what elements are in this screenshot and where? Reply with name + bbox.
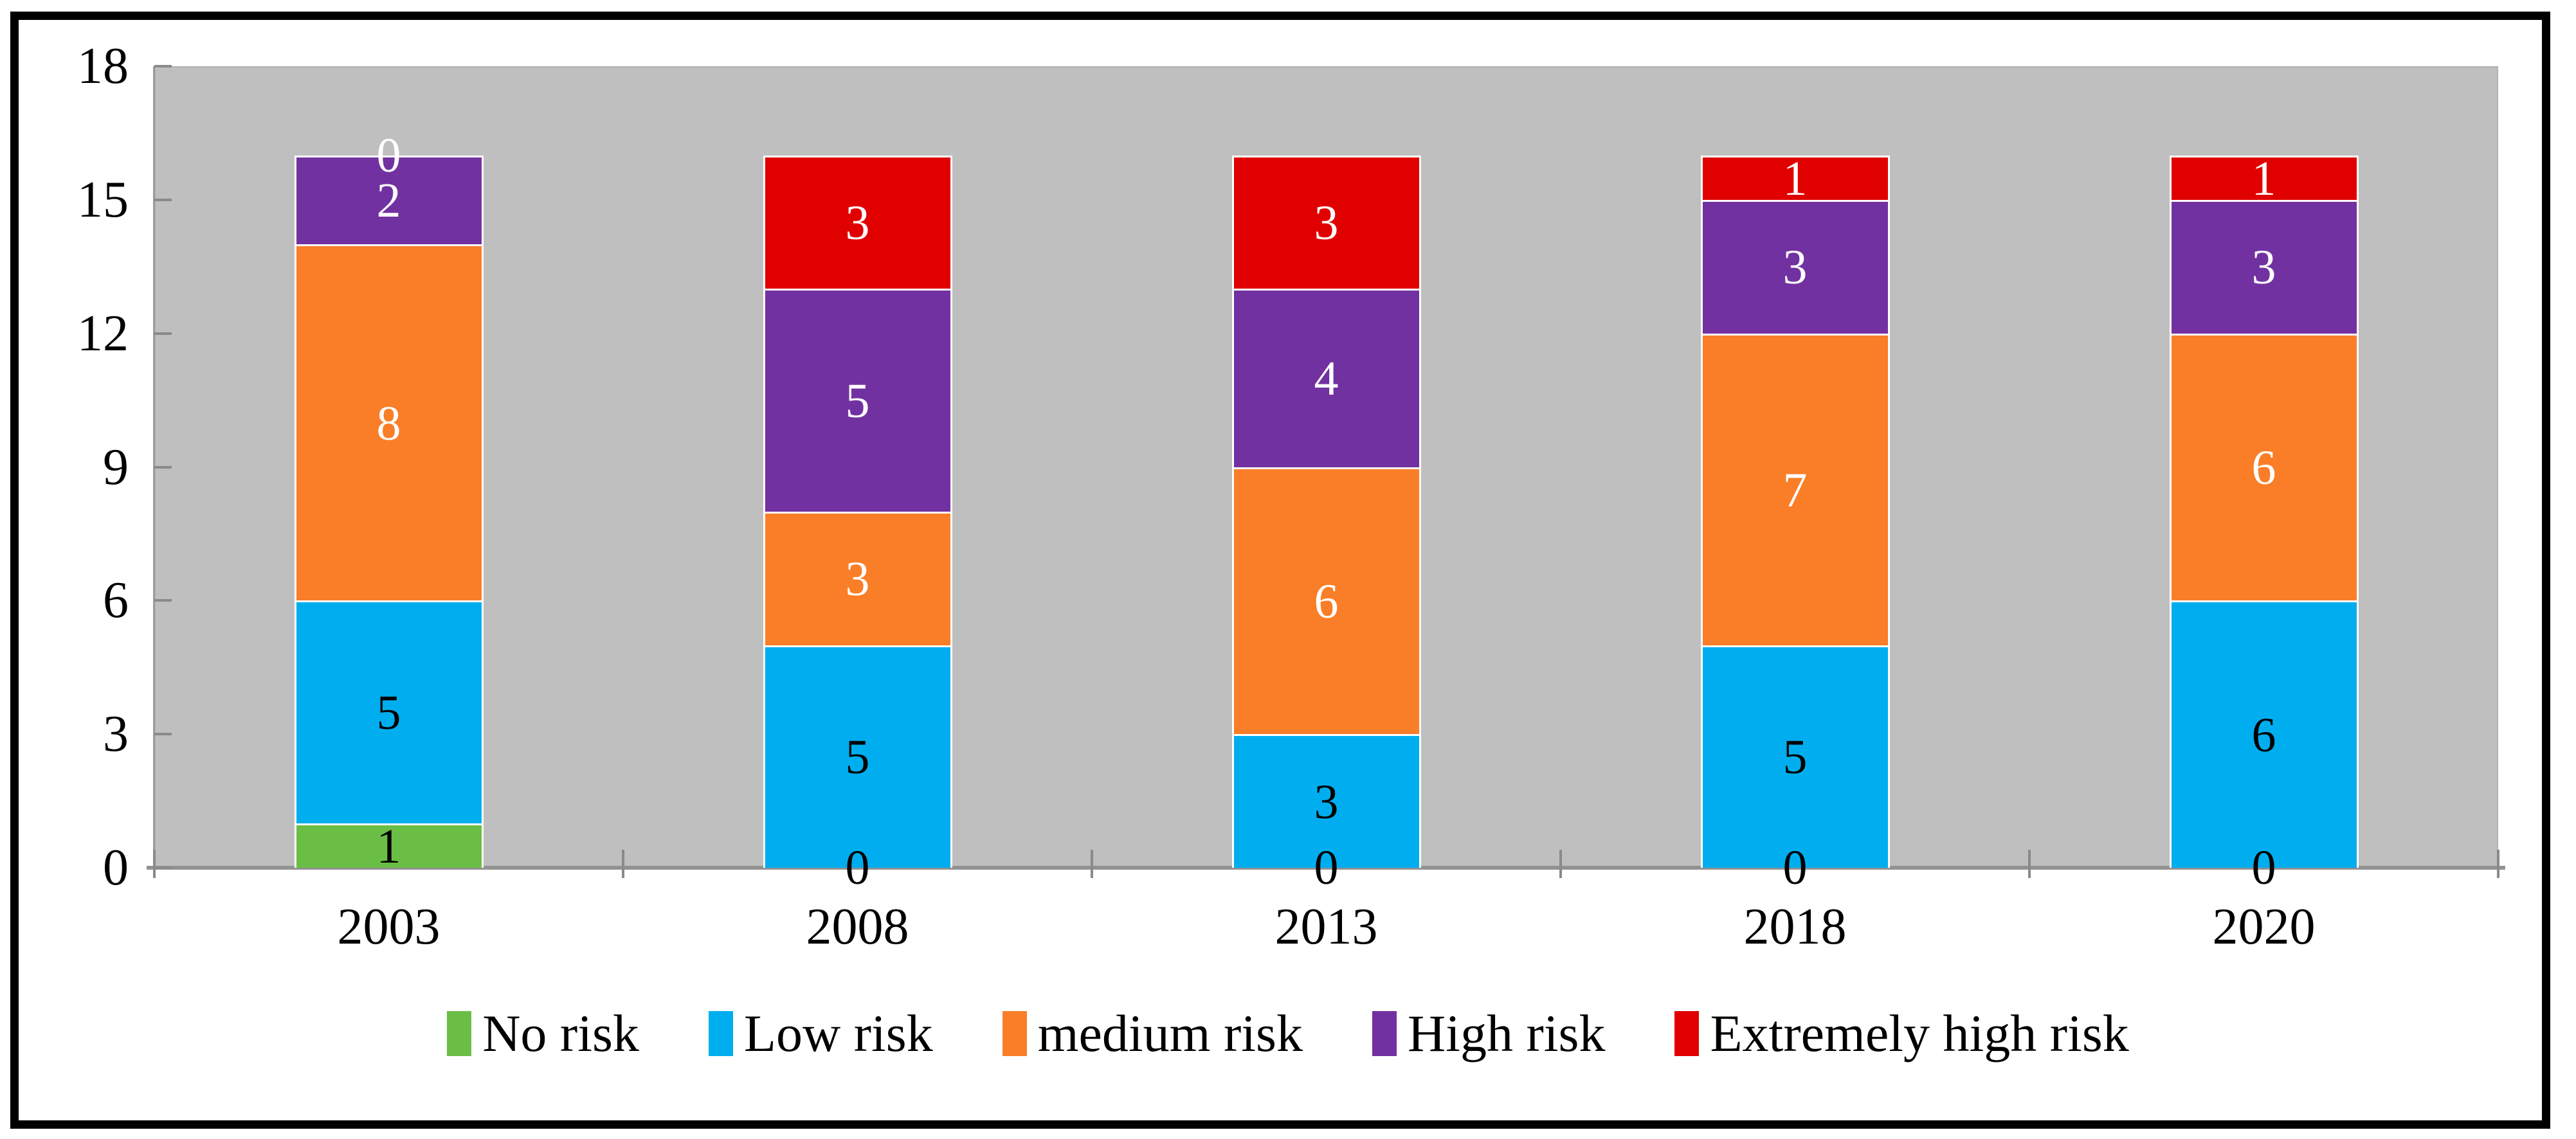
bar-value-label: 3 [1782,240,1808,295]
legend: No risk Low risk medium risk High risk Extre… [0,1001,2576,1066]
legend-item-label: Low risk [743,1004,933,1063]
x-axis-tick [1559,850,1562,878]
legend-swatch-icon [1002,1011,1027,1056]
y-axis-tick [154,733,172,736]
bar-value-label: 4 [1314,352,1339,406]
y-axis-tick [154,332,172,335]
bar-value-label: 6 [2251,708,2276,762]
bar-value-label: 5 [376,686,401,740]
bar-segment-medium-risk: 7 [1700,333,1890,645]
bar-segment-medium-risk: 6 [1231,467,1421,735]
bar-value-label: 7 [1782,463,1808,517]
legend-swatch-icon [447,1011,472,1056]
bar-value-label: 5 [1782,730,1808,785]
bar-value-label: 3 [845,552,870,607]
y-axis-tick [154,198,172,201]
legend-swatch-icon [1372,1011,1397,1056]
legend-item-medium-risk: medium risk [1002,1003,1303,1064]
bar-segment-high-risk: 5 [763,289,952,512]
x-axis-tick [622,850,624,878]
bar-segment-medium-risk: 6 [2169,333,2359,601]
y-axis-tick-label: 3 [103,706,129,763]
x-axis-category-label: 2020 [2212,899,2316,955]
legend-item-label: No risk [482,1004,639,1063]
bar-value-label: 5 [845,374,870,429]
figure-border [10,12,2550,1129]
bar-segment-extremely-high-risk: 3 [1231,155,1421,289]
bar-segment-high-risk: 2 [294,155,484,245]
bar-value-label: 8 [376,396,401,451]
legend-item-low-risk: Low risk [708,1003,933,1064]
bar-segment-low-risk: 5 [763,645,952,868]
bar-value-label: 3 [1314,775,1339,829]
y-axis-line [153,66,155,868]
x-axis-line [147,866,2505,870]
bar-value-label: 1 [376,819,401,874]
legend-item-no-risk: No risk [447,1003,639,1064]
bar-segment-low-risk: 5 [1700,645,1890,868]
bar-2018: 0 5 7 3 1 [1700,66,1890,892]
bar-value-label: 1 [2251,151,2276,206]
bar-segment-medium-risk: 3 [763,511,952,645]
bar-segment-low-risk: 5 [294,600,484,823]
legend-item-extremely-high-risk: Extremely high risk [1674,1003,2129,1064]
x-axis-category-label: 2003 [337,899,440,955]
bar-value-label: 1 [1782,151,1808,206]
x-axis-tick [2028,850,2031,878]
x-axis-category-label: 2018 [1743,899,1847,955]
bar-segment-extremely-high-risk: 3 [763,155,952,289]
bar-value-label: 0 [376,128,401,183]
bar-2013: 0 3 6 4 3 [1231,66,1421,892]
y-axis-tick-label: 12 [77,305,129,362]
bar-segment-high-risk: 4 [1231,289,1421,467]
legend-item-label: medium risk [1037,1004,1303,1063]
bar-segment-extremely-high-risk: 1 [2169,151,2359,206]
bar-2020: 0 6 6 3 1 [2169,66,2359,892]
bar-value-label: 3 [1314,195,1339,250]
bar-value-label: 6 [1314,574,1339,629]
y-axis-tick [154,599,172,602]
x-axis-category-label: 2008 [806,899,909,955]
bar-value-label: 2 [376,174,401,228]
bar-segment-low-risk: 3 [1231,734,1421,868]
bar-segment-no-risk: 1 [294,819,484,874]
y-axis-tick-label: 15 [77,171,129,228]
legend-item-high-risk: High risk [1372,1003,1606,1064]
bar-value-label: 3 [2251,240,2276,295]
bar-value-label: 0 [1782,841,1808,895]
bar-2008: 0 5 3 5 3 [763,66,952,892]
y-axis-tick-label: 18 [77,38,129,94]
y-axis-tick-label: 0 [103,839,129,896]
x-axis-tick [2497,850,2499,878]
bar-value-label: 5 [845,730,870,785]
bar-value-label: 6 [2251,441,2276,496]
bar-segment-high-risk: 3 [2169,199,2359,334]
bar-segment-medium-risk: 8 [294,244,484,601]
legend-swatch-icon [708,1011,733,1056]
bar-value-label: 0 [1314,841,1339,895]
legend-swatch-icon [1674,1011,1700,1056]
x-axis-tick [1091,850,1093,878]
bar-value-label: 3 [845,195,870,250]
y-axis-tick [154,866,172,869]
bar-value-label: 0 [2251,841,2276,895]
bar-segment-extremely-high-risk: 1 [1700,151,1890,206]
y-axis-tick-label: 6 [103,572,129,629]
legend-item-label: Extremely high risk [1710,1004,2129,1063]
bar-value-label: 0 [845,841,870,895]
y-axis-tick [154,465,172,469]
x-axis-category-label: 2013 [1274,899,1378,955]
bar-segment-high-risk: 3 [1700,199,1890,334]
x-axis-tick [153,850,156,878]
bar-segment-low-risk: 6 [2169,600,2359,868]
y-axis-tick [154,65,172,67]
legend-item-label: High risk [1407,1004,1606,1063]
y-axis-tick-label: 9 [103,438,129,496]
